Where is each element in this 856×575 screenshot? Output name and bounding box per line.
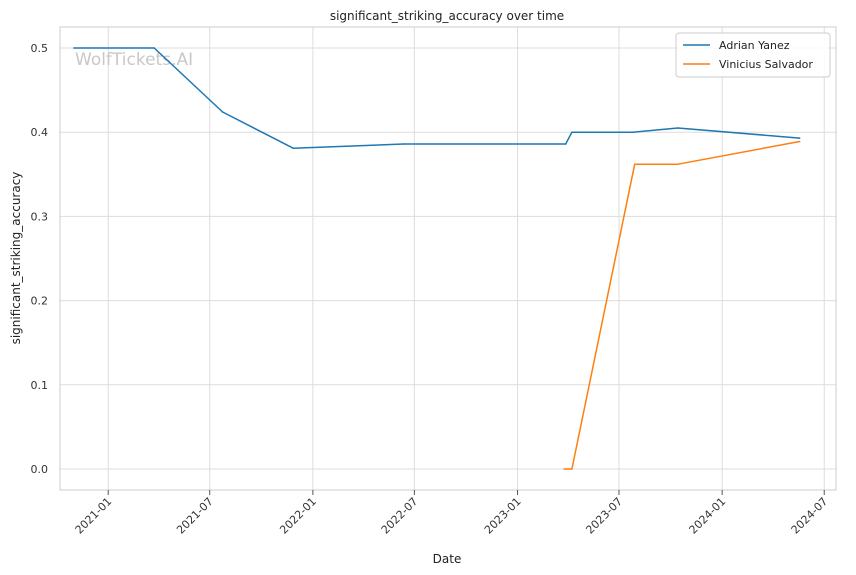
legend-label: Adrian Yanez	[719, 39, 790, 52]
y-axis-title: significant_striking_accuracy	[9, 172, 23, 345]
chart-title: significant_striking_accuracy over time	[330, 9, 564, 23]
data-point	[153, 47, 155, 49]
data-point	[632, 131, 634, 133]
watermark: WolfTickets.AI	[75, 50, 193, 70]
y-tick-label: 0.5	[31, 42, 49, 55]
data-point	[633, 163, 636, 165]
data-point	[798, 137, 801, 139]
legend: Adrian Yanez Vinicius Salvador	[675, 32, 831, 78]
data-point	[571, 468, 573, 470]
data-point	[292, 147, 295, 149]
series-line-1	[74, 47, 800, 149]
x-axis-title: Date	[433, 552, 462, 566]
legend-box	[675, 32, 831, 78]
data-point	[563, 468, 565, 470]
data-point	[571, 131, 573, 133]
data-point	[73, 47, 75, 49]
data-point	[798, 140, 801, 143]
data-point	[677, 163, 679, 165]
y-tick-label: 0.4	[31, 126, 49, 139]
data-point	[564, 143, 567, 145]
data-point	[221, 111, 224, 113]
y-tick-label: 0.1	[31, 379, 49, 392]
y-tick-label: 0.0	[31, 463, 49, 476]
data-point	[402, 143, 405, 145]
data-point	[677, 127, 679, 129]
y-tick-label: 0.3	[31, 210, 49, 223]
legend-label: Vinicius Salvador	[719, 58, 813, 71]
series-lines	[73, 47, 801, 470]
plot-area-frame	[59, 26, 837, 491]
y-tick-label: 0.2	[31, 295, 49, 308]
